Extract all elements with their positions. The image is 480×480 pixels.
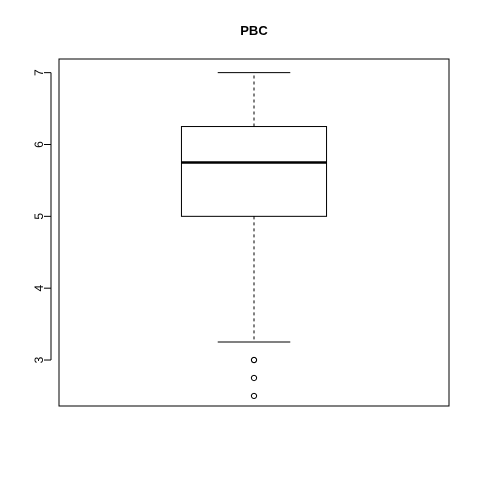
plot-frame <box>58 58 450 407</box>
y-tick-label-6: 6 <box>32 141 46 148</box>
y-tick-label-5: 5 <box>32 213 46 220</box>
y-tick-label-4: 4 <box>32 285 46 292</box>
y-axis: 3 4 5 6 7 <box>32 69 52 363</box>
outlier-point-2 <box>250 374 258 382</box>
outlier-point-3 <box>250 392 258 400</box>
chart-title: PBC <box>240 23 268 38</box>
y-tick-label-7: 7 <box>32 69 46 76</box>
outlier-point-1 <box>250 356 258 364</box>
boxes <box>180 72 328 400</box>
iqr-box <box>180 126 328 217</box>
y-tick-label-3: 3 <box>32 356 46 363</box>
